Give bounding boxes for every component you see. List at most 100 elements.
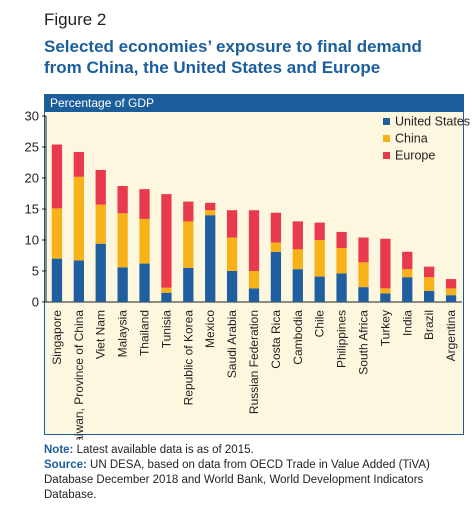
bar-china [424,277,435,291]
bar-china [380,288,391,294]
bar-europe [358,237,369,263]
bar-united-states [73,260,84,302]
bar-united-states [183,267,194,302]
bar-united-states [205,215,216,302]
stacked-bar-chart: 0 5 10 15 20 25 30 Singapore Taiwan, Province of… [25,109,471,441]
bar-china [226,237,238,271]
legend-swatch [383,152,390,159]
legend-swatch [383,118,390,125]
bar-china [248,271,260,289]
bar-china [51,208,63,259]
bar-united-states [270,251,282,302]
bar-china [139,218,150,264]
x-tick-label: Malaysia [116,310,130,358]
bar-china [183,221,194,268]
source-label: Source: [44,459,87,471]
bar-united-states [424,290,435,302]
bar-china [117,213,128,268]
y-tick-label: 5 [32,264,39,279]
source-line: Source: UN DESA, based on data from OECD… [44,458,470,503]
bar-china [161,287,172,293]
bar-united-states [95,243,106,302]
x-tick-label: Mexico [203,310,217,348]
bar-china [270,242,282,252]
bar-united-states [248,288,260,302]
legend-label: China [395,132,428,146]
x-tick-label: Tunisia [159,310,173,349]
bar-united-states [292,269,303,302]
bar-europe [248,210,260,271]
note-line: Note: Latest available data is as of 201… [44,443,470,458]
bar-united-states [161,292,172,302]
x-tick-label: Republic of Korea [181,310,195,406]
note-text: Latest available data is as of 2015. [76,444,254,456]
bar-china [292,249,303,270]
x-tick-label: Singapore [50,310,64,365]
note-label: Note: [44,444,74,456]
bar-europe [183,201,194,222]
bar-china [314,240,325,277]
x-tick-label: South Africa [356,310,370,375]
x-tick-label: Thailand [138,310,152,356]
x-tick-label: Cambodia [291,310,305,365]
bar-united-states [314,276,325,302]
bar-europe [380,238,391,289]
x-tick-label: Viet Nam [94,310,108,359]
bar-united-states [117,267,128,302]
bar-europe [314,222,325,240]
x-tick-label: Philippines [335,310,349,368]
bar-europe [139,189,150,219]
bar-china [205,210,216,216]
bar-europe [270,212,282,243]
x-tick-label: Brazil [422,310,436,340]
bar-china [95,204,106,244]
legend-label: United States [395,115,470,129]
bar-united-states [139,263,150,302]
bar-united-states [358,287,369,302]
x-tick-label: India [400,310,414,336]
bar-united-states [336,273,347,302]
bar-united-states [226,271,238,302]
y-tick-label: 10 [25,233,39,248]
bar-united-states [402,277,413,302]
figure-title: Selected economies’ exposure to final de… [44,37,422,77]
bar-europe [95,169,106,205]
bar-europe [161,194,172,288]
y-tick-label: 30 [25,109,39,124]
bar-europe [73,151,84,177]
x-tick-label: Chile [313,310,327,338]
bar-china [445,288,457,296]
bar-europe [117,186,128,214]
x-tick-label: Costa Rica [269,310,283,369]
x-tick-label: Turkey [378,310,392,346]
y-tick-label: 20 [25,171,39,186]
y-tick-label: 15 [25,202,39,217]
figure-label: Figure 2 [44,10,107,29]
bar-united-states [51,258,63,302]
bar-europe [445,279,457,289]
bar-europe [292,221,303,250]
bar-europe [402,251,413,270]
bar-europe [51,144,63,209]
y-tick-label: 25 [25,140,39,155]
legend-label: Europe [395,149,435,163]
source-text: UN DESA, based on data from OECD Trade i… [44,459,430,501]
legend-swatch [383,135,390,142]
bar-united-states [380,293,391,302]
bar-europe [424,266,435,278]
x-tick-label: Saudi Arabia [225,310,239,378]
x-tick-label: Argentina [444,310,458,362]
bar-europe [205,202,216,211]
bar-china [336,248,347,274]
bar-europe [226,210,238,238]
bar-united-states [445,295,457,302]
chart-notes: Note: Latest available data is as of 201… [44,443,470,503]
bar-china [73,176,84,261]
x-tick-label: Taiwan, Province of China [72,310,86,440]
bar-europe [336,231,347,249]
y-tick-label: 0 [32,295,39,310]
bar-china [358,262,369,288]
bar-china [402,269,413,278]
chart-panel-header: Percentage of GDP [44,94,464,112]
x-tick-label: Russian Federation [247,310,261,414]
